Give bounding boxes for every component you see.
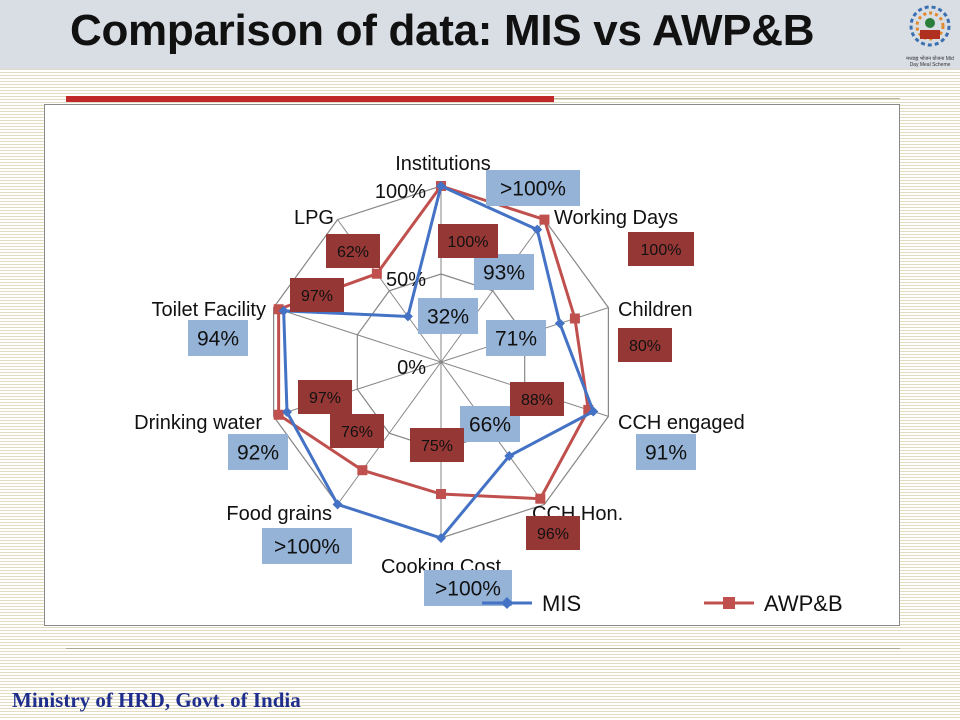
awpb-annotation: 76% [341,424,373,441]
awpb-annotation-box [618,328,672,362]
data-point [278,305,289,316]
awpb-annotation-box [510,382,564,416]
awpb-annotation: 97% [309,390,341,407]
footer-text: Ministry of HRD, Govt. of India [12,688,301,712]
awpb-annotation-box [326,234,380,268]
mis-annotation-box [228,434,288,470]
mis-annotation: 32% [427,306,469,329]
data-point [273,304,284,315]
category-label: Toilet Facility [152,299,266,321]
title-bar [0,0,960,69]
mis-annotation: 93% [483,262,525,285]
tick-label: 100% [375,181,426,203]
logo-caption: मध्याह्न भोजन योजना Mid Day Meal Scheme [906,56,954,68]
bottom-rule [66,648,900,649]
data-point [273,409,284,420]
data-point [436,533,446,543]
mis-annotation: 66% [469,414,511,437]
awpb-annotation-box [526,516,580,550]
data-point [569,313,580,324]
category-label: Children [618,299,692,321]
mis-annotation-box [262,528,352,564]
awpb-annotation: 80% [629,338,661,355]
category-label: Institutions [395,153,491,175]
data-point [532,224,543,235]
chart-panel [44,104,900,626]
data-point [357,465,368,476]
mis-annotation: 91% [645,442,687,465]
mis-annotation-box [418,298,478,334]
data-point [402,311,413,322]
data-point [436,181,446,191]
title-divider [554,98,900,99]
data-point [504,450,515,461]
data-point [588,406,599,417]
category-label: CCH engaged [618,412,745,434]
awpb-annotation-box [410,428,464,462]
data-point [539,214,550,225]
category-label: Working Days [554,207,678,229]
awpb-annotation-box [298,380,352,414]
mis-annotation: >100% [435,578,501,601]
mis-annotation-box [424,570,512,606]
data-point [282,407,293,418]
data-point [436,489,446,499]
mis-annotation: 92% [237,442,279,465]
awpb-annotation: 97% [301,288,333,305]
awpb-annotation: 62% [337,244,369,261]
mis-annotation-box [486,320,546,356]
legend-marker [723,597,735,609]
mdm-logo-icon [909,5,951,47]
data-point [554,318,565,329]
category-label: Drinking water [134,412,262,434]
legend-label: MIS [542,591,581,616]
awpb-annotation-box [438,224,498,258]
awpb-annotation: 96% [537,526,569,543]
awpb-annotation: 100% [641,242,682,259]
mis-annotation: 94% [197,328,239,351]
mis-annotation-box [486,170,580,206]
grid-spoke [337,361,442,505]
grid-spoke [273,307,442,363]
data-point [583,404,594,415]
awpb-annotation: 100% [448,234,489,251]
legend-label: AWP&B [764,591,843,616]
grid-spoke [440,219,545,363]
data-point [371,268,382,279]
mis-annotation-box [636,434,696,470]
awpb-annotation-box [330,414,384,448]
category-label: LPG [294,207,334,229]
mis-annotation: >100% [274,536,340,559]
data-point [535,493,546,504]
title-accent-line [66,96,554,102]
data-point [332,499,343,510]
tick-label: 0% [397,357,426,379]
category-label: Food grains [226,503,332,525]
awpb-annotation-box [290,278,344,312]
awpb-annotation: 88% [521,392,553,409]
mis-annotation-box [474,254,534,290]
slide-title: Comparison of data: MIS vs AWP&B [70,6,815,55]
legend-marker [501,597,513,609]
mis-annotation-box [188,320,248,356]
awpb-annotation: 75% [421,438,453,455]
awpb-annotation-box [628,232,694,266]
mis-annotation: >100% [500,178,566,201]
mis-annotation: 71% [495,328,537,351]
